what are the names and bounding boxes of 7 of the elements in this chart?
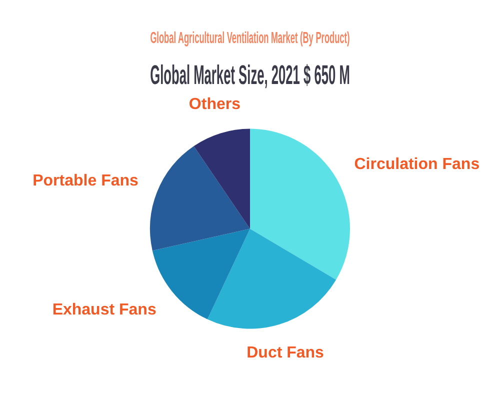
slice-label: Circulation Fans [354, 156, 480, 173]
slice-label: Others [188, 96, 241, 113]
slice-label: Duct Fans [246, 344, 324, 362]
slice-label: Portable Fans [32, 172, 139, 190]
chart-title: Global Agricultural Ventilation Market (By Product) [150, 28, 350, 47]
chart-subtitle: Global Market Size, 2021 $ 650 M [150, 60, 350, 90]
slice-label: Exhaust Fans [52, 301, 156, 318]
